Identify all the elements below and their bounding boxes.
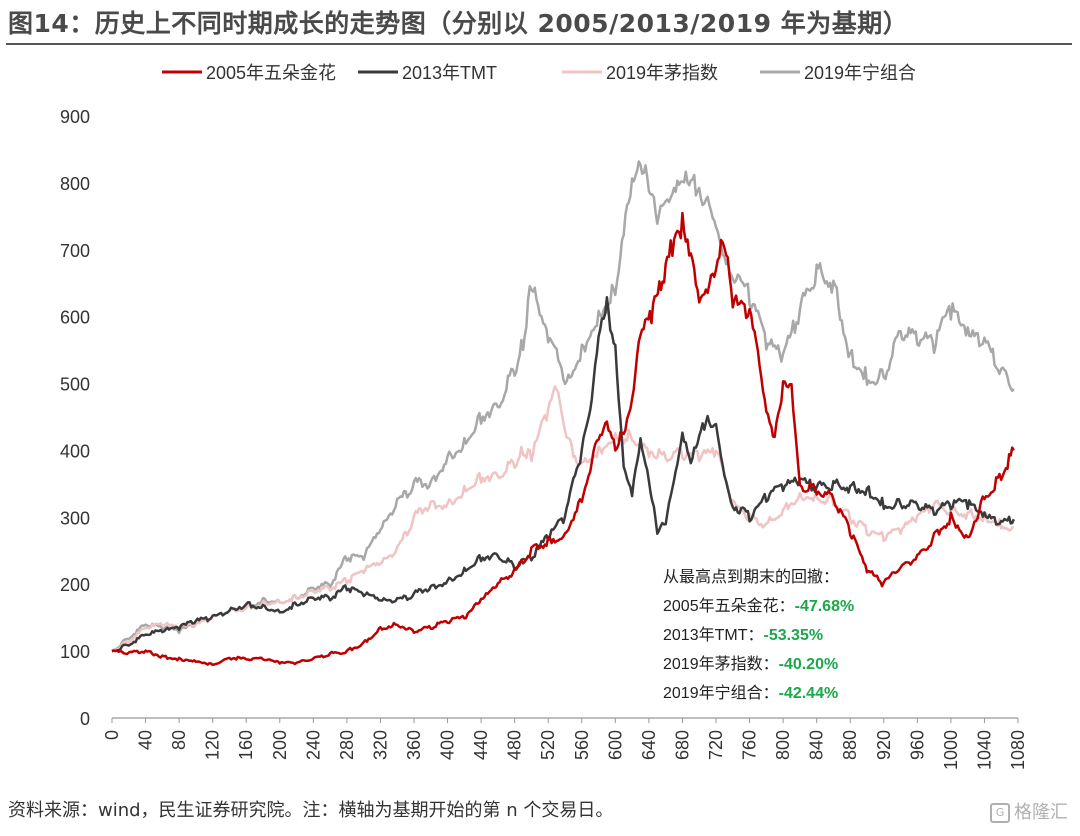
series-line — [111, 160, 1015, 653]
legend-label: 2005年五朵金花 — [206, 63, 336, 83]
y-tick-label: 0 — [80, 709, 90, 729]
x-tick-label: 160 — [236, 730, 256, 760]
x-tick-label: 1080 — [1008, 730, 1028, 770]
annotation-row: 2005年五朵金花：-47.68% — [663, 597, 854, 615]
x-tick-label: 120 — [203, 730, 223, 760]
x-tick-label: 760 — [740, 730, 760, 760]
x-tick-label: 360 — [404, 730, 424, 760]
y-tick-label: 300 — [60, 508, 90, 528]
x-tick-label: 80 — [169, 730, 189, 750]
y-tick-label: 700 — [60, 241, 90, 261]
chart-title: 图14：历史上不同时期成长的走势图（分别以 2005/2013/2019 年为基… — [8, 9, 909, 38]
x-tick-label: 800 — [773, 730, 793, 760]
y-tick-label: 200 — [60, 575, 90, 595]
watermark-text: 格隆汇 — [1014, 802, 1068, 823]
series-line — [111, 211, 1015, 667]
x-tick-label: 840 — [807, 730, 827, 760]
annotation-row-label: 2019年茅指数： — [663, 655, 779, 673]
x-tick-label: 680 — [672, 730, 692, 760]
legend-label: 2019年茅指数 — [606, 63, 718, 83]
y-tick-label: 500 — [60, 375, 90, 395]
drawdown-annotation: 从最高点到期末的回撤： 2005年五朵金花：-47.68% 2013年TMT：-53… — [663, 568, 854, 702]
annotation-header: 从最高点到期末的回撤： — [663, 568, 839, 586]
series-layer — [111, 160, 1015, 667]
annotation-row-value: -47.68% — [795, 598, 855, 615]
x-tick-label: 560 — [572, 730, 592, 760]
x-tick-label: 320 — [370, 730, 390, 760]
y-tick-label: 900 — [60, 107, 90, 127]
series-line — [111, 296, 1015, 653]
x-tick-label: 480 — [505, 730, 525, 760]
annotation-row-label: 2019年宁组合： — [663, 684, 779, 702]
chart-legend: 2005年五朵金花 2013年TMT 2019年茅指数 2019年宁组合 — [162, 63, 916, 83]
annotation-row-value: -53.35% — [763, 627, 823, 644]
x-tick-label: 520 — [538, 730, 558, 760]
annotation-row-label: 2013年TMT： — [663, 626, 763, 644]
x-tick-label: 40 — [136, 730, 156, 750]
y-axis: 0 100 200 300 400 500 600 700 800 900 — [60, 107, 90, 729]
x-tick-label: 880 — [840, 730, 860, 760]
annotation-row-value: -40.20% — [779, 656, 839, 673]
x-tick-label: 960 — [907, 730, 927, 760]
x-tick-label: 240 — [303, 730, 323, 760]
y-tick-label: 400 — [60, 441, 90, 461]
x-tick-label: 280 — [337, 730, 357, 760]
title-underline — [6, 43, 1072, 45]
legend-label: 2013年TMT — [402, 63, 497, 83]
line-chart: 2005年五朵金花 2013年TMT 2019年茅指数 2019年宁组合 0 100 20… — [60, 63, 1028, 770]
x-tick-label: 1040 — [974, 730, 994, 770]
y-tick-label: 600 — [60, 308, 90, 328]
x-axis: 0 40 80 120 160 200 240 280 320 360 400 440 480 520 56… — [102, 717, 1028, 770]
x-tick-label: 720 — [706, 730, 726, 760]
annotation-row: 2019年茅指数：-40.20% — [663, 655, 838, 673]
x-tick-label: 440 — [471, 730, 491, 760]
annotation-row: 2013年TMT：-53.35% — [663, 626, 823, 644]
source-note: 资料来源：wind，民生证券研究院。注：横轴为基期开始的第 n 个交易日。 — [8, 800, 614, 821]
y-tick-label: 100 — [60, 642, 90, 662]
x-tick-label: 920 — [874, 730, 894, 760]
x-tick-label: 400 — [438, 730, 458, 760]
annotation-row-value: -42.44% — [779, 685, 839, 702]
annotation-row-label: 2005年五朵金花： — [663, 597, 795, 615]
x-tick-label: 640 — [639, 730, 659, 760]
annotation-row: 2019年宁组合：-42.44% — [663, 684, 838, 702]
legend-label: 2019年宁组合 — [804, 63, 916, 83]
watermark: G 格隆汇 — [990, 798, 1068, 824]
x-tick-label: 1000 — [941, 730, 961, 770]
x-tick-label: 0 — [102, 730, 122, 740]
series-line — [111, 385, 1014, 653]
x-tick-label: 600 — [605, 730, 625, 760]
watermark-logo-icon: G — [990, 803, 1010, 823]
x-tick-label: 200 — [270, 730, 290, 760]
y-tick-label: 800 — [60, 174, 90, 194]
